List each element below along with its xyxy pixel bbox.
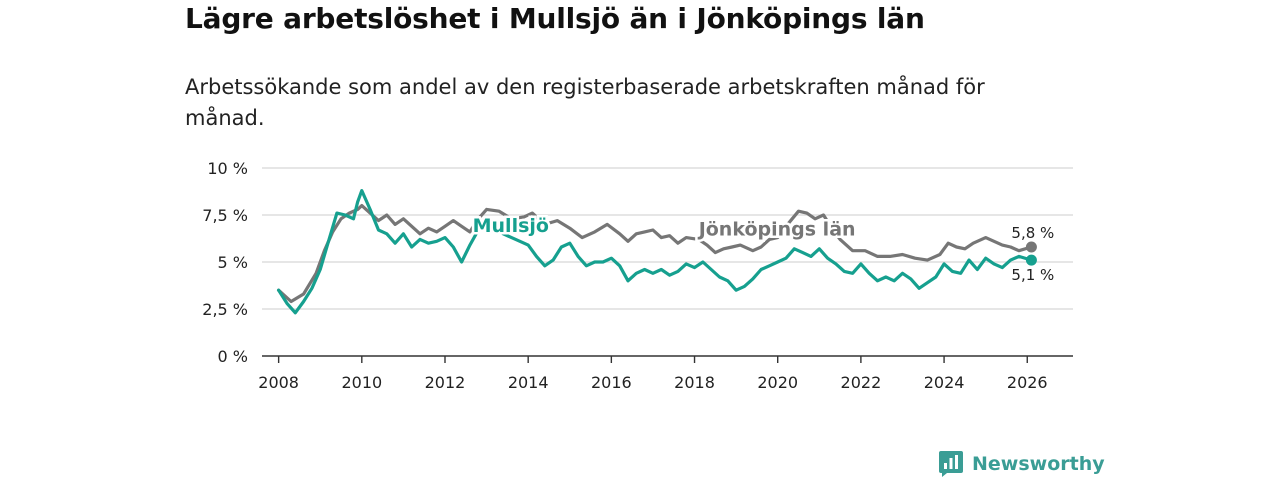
newsworthy-logo-icon xyxy=(939,451,963,477)
chart-subtitle: Arbetssökande som andel av den registerb… xyxy=(185,75,985,130)
series-line-jonkopings-lan xyxy=(277,204,1033,304)
line-chart: 0 % 2,5 % 5 % 7,5 % 10 % 2008 2010 2012 2014 201… xyxy=(202,159,1073,392)
gridlines xyxy=(262,167,1073,357)
x-tick-label: 2012 xyxy=(425,373,466,392)
x-tick-label: 2008 xyxy=(258,373,299,392)
x-tick-label: 2016 xyxy=(591,373,632,392)
x-tick-label: 2020 xyxy=(757,373,798,392)
x-tick-label: 2010 xyxy=(341,373,382,392)
end-point-marker xyxy=(1025,254,1037,266)
series-line-mullsjo xyxy=(277,189,1033,315)
y-tick-label: 2,5 % xyxy=(202,300,248,319)
x-tick-label: 2022 xyxy=(841,373,882,392)
end-point-marker xyxy=(1025,241,1037,253)
x-tick-label: 2014 xyxy=(508,373,549,392)
x-tick-label: 2026 xyxy=(1007,373,1048,392)
series-labels: 5,8 % 5,1 % Mullsjö Jönköpings län xyxy=(470,212,1054,284)
y-tick-label: 5 % xyxy=(218,253,248,272)
y-tick-label: 0 % xyxy=(218,347,248,366)
x-tick-label: 2024 xyxy=(924,373,965,392)
series-annotation: Jönköpings län xyxy=(697,219,856,241)
x-axis-ticks: 2008 2010 2012 2014 2016 2018 2020 2022 2024 2026 xyxy=(258,356,1048,392)
series-lines xyxy=(277,189,1037,315)
x-tick-label: 2018 xyxy=(674,373,715,392)
brand-logo: Newsworthy xyxy=(938,450,1105,478)
brand-name: Newsworthy xyxy=(972,453,1105,475)
y-tick-label: 7,5 % xyxy=(202,206,248,225)
series-annotation: Mullsjö xyxy=(473,215,549,237)
end-value-label: 5,1 % xyxy=(1011,266,1054,284)
end-value-label: 5,8 % xyxy=(1011,224,1054,242)
y-axis-ticks: 0 % 2,5 % 5 % 7,5 % 10 % xyxy=(202,159,248,366)
chart-title: Lägre arbetslöshet i Mullsjö än i Jönköp… xyxy=(185,2,925,35)
y-tick-label: 10 % xyxy=(207,159,248,178)
